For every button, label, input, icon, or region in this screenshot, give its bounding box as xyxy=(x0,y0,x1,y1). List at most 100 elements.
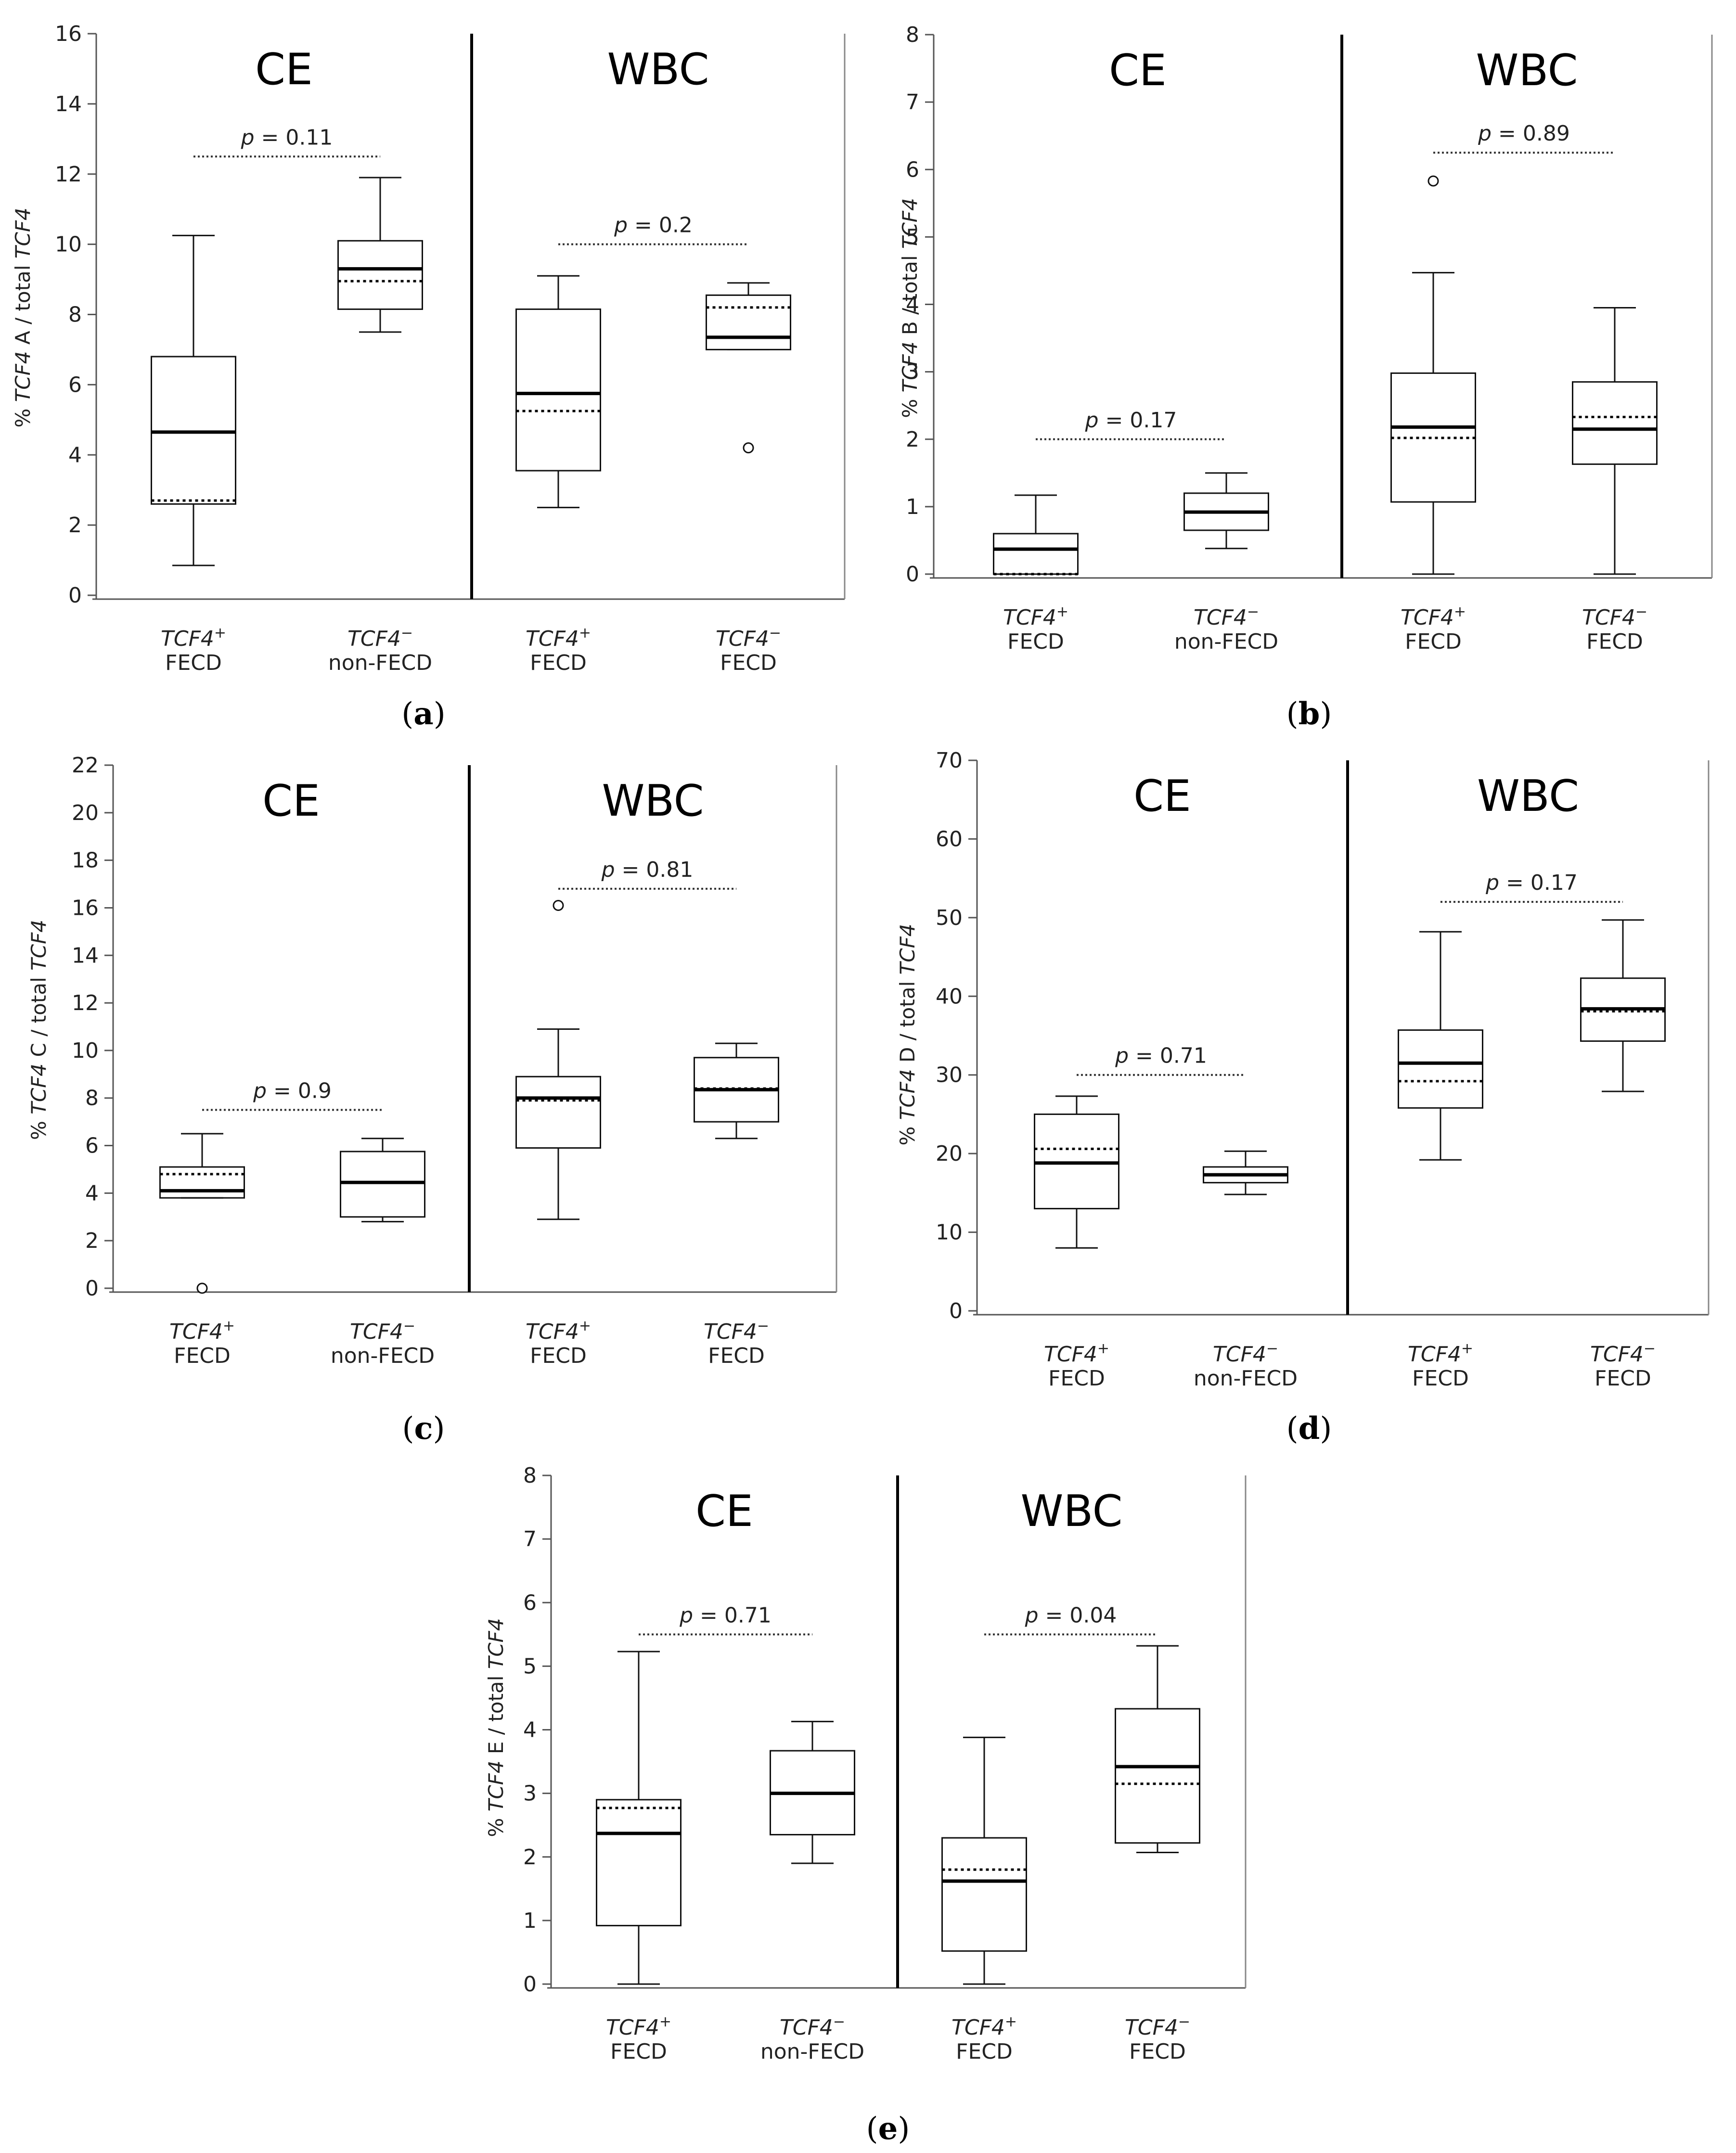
y-axis-label-mid: A / total xyxy=(11,258,35,351)
y-tick-label: 0 xyxy=(85,1276,99,1301)
group-label-gene: TCF4+ xyxy=(952,2013,1017,2040)
box-iqr xyxy=(340,1151,425,1218)
p-value-label: p = 0.81 xyxy=(601,858,694,882)
y-tick-label: 10 xyxy=(72,1038,99,1063)
caption-letter: c xyxy=(414,1410,433,1447)
box-iqr xyxy=(337,240,423,310)
y-tick-label: 16 xyxy=(72,896,99,920)
box-iqr xyxy=(515,1076,601,1149)
box-2 xyxy=(337,177,423,333)
y-tick-label: 6 xyxy=(523,1590,537,1615)
outlier-point xyxy=(196,1282,208,1294)
y-tick-label: 5 xyxy=(906,225,919,249)
y-axis-label: % TCF4 E / total TCF4 xyxy=(484,1618,508,1837)
group-label-condition: non-FECD xyxy=(328,651,432,675)
y-axis-label-gene: TCF4 xyxy=(896,1069,919,1120)
y-tick-label: 2 xyxy=(523,1845,537,1870)
p-symbol: p xyxy=(601,858,615,882)
section-title: WBC xyxy=(1477,771,1579,821)
y-tick-label: 20 xyxy=(936,1141,963,1166)
p-value-text: = 0.04 xyxy=(1039,1603,1117,1628)
y-axis-label-mid: C / total xyxy=(27,971,51,1064)
group-label-gene: TCF4− xyxy=(704,1318,769,1345)
y-tick-label: 2 xyxy=(68,513,82,538)
p-symbol: p xyxy=(1115,1044,1129,1068)
y-tick-label: 14 xyxy=(55,92,82,116)
y-tick-label: 3 xyxy=(523,1781,537,1806)
group-label-gene: TCF4+ xyxy=(526,1318,591,1345)
box-1 xyxy=(151,234,236,566)
caption-letter: b xyxy=(1299,696,1320,732)
group-gene: TCF4 xyxy=(161,627,214,651)
p-value-text: = 0.11 xyxy=(255,125,333,150)
y-tick-label: 20 xyxy=(72,801,99,825)
group-label-gene: TCF4− xyxy=(1213,1340,1278,1367)
y-axis-label: % TCF4 A / total TCF4 xyxy=(11,207,35,427)
group-gene-sup: + xyxy=(579,1318,591,1334)
y-tick-label: 60 xyxy=(936,827,963,851)
caption-letter: a xyxy=(413,696,433,732)
caption-close: ) xyxy=(434,696,446,732)
box-2 xyxy=(1203,1150,1288,1195)
p-value-text: = 0.9 xyxy=(267,1078,332,1103)
y-tick-label: 10 xyxy=(936,1220,963,1245)
y-tick-label: 70 xyxy=(936,748,963,773)
outlier-point xyxy=(553,900,564,911)
box-1 xyxy=(993,494,1079,576)
group-gene: TCF4 xyxy=(716,627,769,651)
box-3 xyxy=(1398,931,1483,1161)
group-gene: TCF4 xyxy=(169,1320,223,1344)
box-iqr xyxy=(1115,1708,1200,1844)
box-4 xyxy=(1572,307,1658,575)
box-2 xyxy=(340,1138,425,1223)
box-4 xyxy=(694,1042,779,1140)
box-iqr xyxy=(159,1166,245,1199)
group-label-gene: TCF4+ xyxy=(1044,1340,1109,1367)
group-label-condition: FECD xyxy=(720,651,777,675)
y-axis-label: % TCF4 C / total TCF4 xyxy=(27,920,51,1140)
caption-open: ( xyxy=(1286,696,1299,732)
y-tick-label: 8 xyxy=(85,1086,99,1111)
group-gene-sup: + xyxy=(659,2013,671,2030)
box-3 xyxy=(941,1736,1027,1985)
p-symbol: p xyxy=(1478,121,1492,146)
y-axis-label-prefix: % xyxy=(898,392,922,418)
y-tick-label: 4 xyxy=(906,293,919,317)
p-value-label: p = 0.17 xyxy=(1485,871,1578,895)
panel-caption: (e) xyxy=(866,2111,910,2147)
p-value-text: = 0.2 xyxy=(628,213,693,238)
y-axis-label-gene: TCF4 xyxy=(11,351,35,402)
y-tick-label: 16 xyxy=(55,22,82,46)
group-label-condition: FECD xyxy=(165,651,222,675)
outlier-point xyxy=(1427,175,1439,187)
y-tick-label: 8 xyxy=(68,303,82,327)
y-tick-label: 6 xyxy=(906,157,919,182)
group-gene-sup: + xyxy=(1454,603,1466,620)
box-iqr xyxy=(1398,1029,1483,1109)
p-value-text: = 0.71 xyxy=(1129,1044,1207,1068)
caption-close: ) xyxy=(1320,1411,1332,1447)
y-tick-label: 40 xyxy=(936,984,963,1009)
group-label-condition: non-FECD xyxy=(331,1344,435,1368)
y-tick-label: 22 xyxy=(72,753,99,778)
caption-letter: d xyxy=(1299,1410,1320,1447)
p-value-text: = 0.17 xyxy=(1499,871,1578,895)
y-tick-label: 4 xyxy=(85,1181,99,1205)
group-gene-sup: + xyxy=(1005,2013,1017,2030)
box-3 xyxy=(1390,175,1476,575)
y-axis-label-mid: E / total xyxy=(484,1669,508,1760)
section-title: WBC xyxy=(602,776,704,826)
p-value-label: p = 0.71 xyxy=(679,1603,772,1628)
section-title: CE xyxy=(1133,771,1191,821)
box-3 xyxy=(515,900,601,1220)
y-tick-label: 7 xyxy=(906,90,919,115)
y-axis-label: % TCF4 B / total TCF4 xyxy=(898,198,922,418)
group-label-condition: FECD xyxy=(1129,2039,1186,2064)
p-value-label: p = 0.11 xyxy=(241,125,333,150)
group-gene: TCF4 xyxy=(1044,1342,1097,1367)
y-axis-label-gene: TCF4 xyxy=(27,1064,51,1115)
group-gene-sup: − xyxy=(1644,1340,1656,1357)
group-gene-sup: − xyxy=(757,1318,769,1334)
